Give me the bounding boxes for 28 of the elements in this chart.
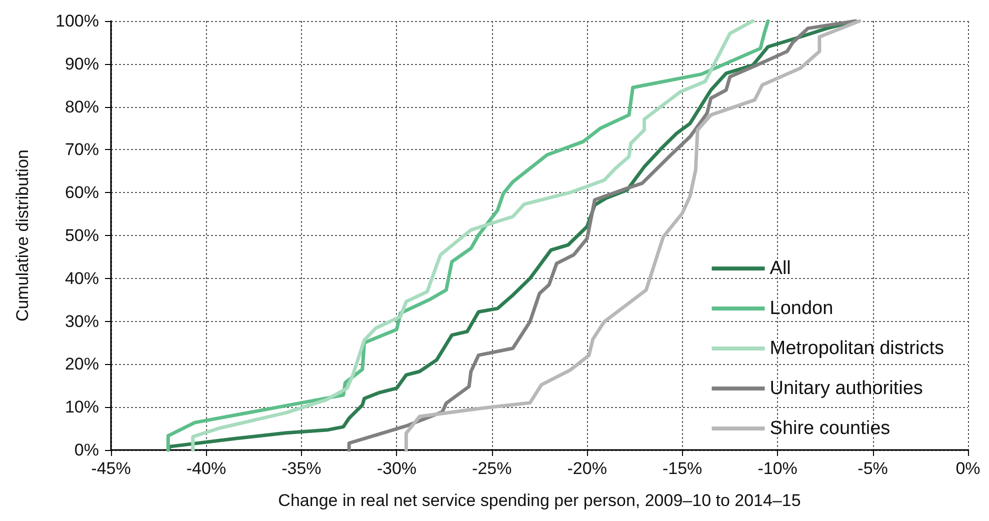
legend-label: Shire counties <box>770 418 890 439</box>
y-tick-label: 60% <box>64 183 99 202</box>
x-tick-label: -20% <box>567 459 607 478</box>
x-tick-label: -40% <box>186 459 226 478</box>
legend-label: All <box>770 258 791 279</box>
y-tick-label: 20% <box>64 354 99 374</box>
x-tick-label: -5% <box>858 459 888 478</box>
x-tick-label: -25% <box>472 459 512 478</box>
x-tick-label: -10% <box>758 459 798 478</box>
y-axis-title: Cumulative distribution <box>13 150 32 322</box>
y-tick-label: 10% <box>64 398 99 417</box>
y-tick-label: 50% <box>64 226 99 245</box>
y-tick-label: 70% <box>64 140 99 160</box>
legend-label: Unitary authorities <box>770 378 923 399</box>
x-tick-label: -30% <box>376 459 417 478</box>
y-tick-label: 40% <box>64 268 99 288</box>
x-tick-label: -45% <box>91 459 131 478</box>
legend-label: London <box>770 298 834 319</box>
x-axis-title: Change in real net service spending per person, 2009–10 to 2014–15 <box>278 491 801 510</box>
legend-label: Metropolitan districts <box>770 338 944 359</box>
x-tick-label: -15% <box>662 459 702 478</box>
y-tick-label: 90% <box>64 54 99 74</box>
y-tick-label: 80% <box>64 97 99 116</box>
y-tick-label: 0% <box>74 440 99 460</box>
y-tick-label: 30% <box>64 312 99 331</box>
x-tick-label: 0% <box>956 459 980 478</box>
x-tick-label: -35% <box>282 459 322 478</box>
y-tick-label: 100% <box>56 12 99 30</box>
